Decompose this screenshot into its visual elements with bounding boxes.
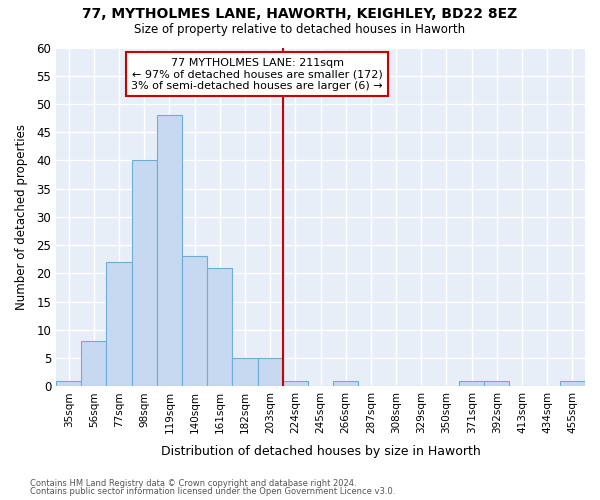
Bar	[106, 262, 131, 386]
Text: Contains public sector information licensed under the Open Government Licence v3: Contains public sector information licen…	[30, 487, 395, 496]
Text: Size of property relative to detached houses in Haworth: Size of property relative to detached ho…	[134, 22, 466, 36]
Bar	[207, 268, 232, 386]
X-axis label: Distribution of detached houses by size in Haworth: Distribution of detached houses by size …	[161, 444, 481, 458]
Bar	[484, 381, 509, 386]
Text: Contains HM Land Registry data © Crown copyright and database right 2024.: Contains HM Land Registry data © Crown c…	[30, 478, 356, 488]
Bar	[157, 116, 182, 386]
Bar	[560, 381, 585, 386]
Bar	[459, 381, 484, 386]
Bar	[257, 358, 283, 386]
Bar	[182, 256, 207, 386]
Bar	[333, 381, 358, 386]
Y-axis label: Number of detached properties: Number of detached properties	[15, 124, 28, 310]
Bar	[81, 341, 106, 386]
Bar	[56, 381, 81, 386]
Text: 77, MYTHOLMES LANE, HAWORTH, KEIGHLEY, BD22 8EZ: 77, MYTHOLMES LANE, HAWORTH, KEIGHLEY, B…	[82, 8, 518, 22]
Bar	[232, 358, 257, 386]
Bar	[283, 381, 308, 386]
Bar	[131, 160, 157, 386]
Text: 77 MYTHOLMES LANE: 211sqm
← 97% of detached houses are smaller (172)
3% of semi-: 77 MYTHOLMES LANE: 211sqm ← 97% of detac…	[131, 58, 383, 91]
